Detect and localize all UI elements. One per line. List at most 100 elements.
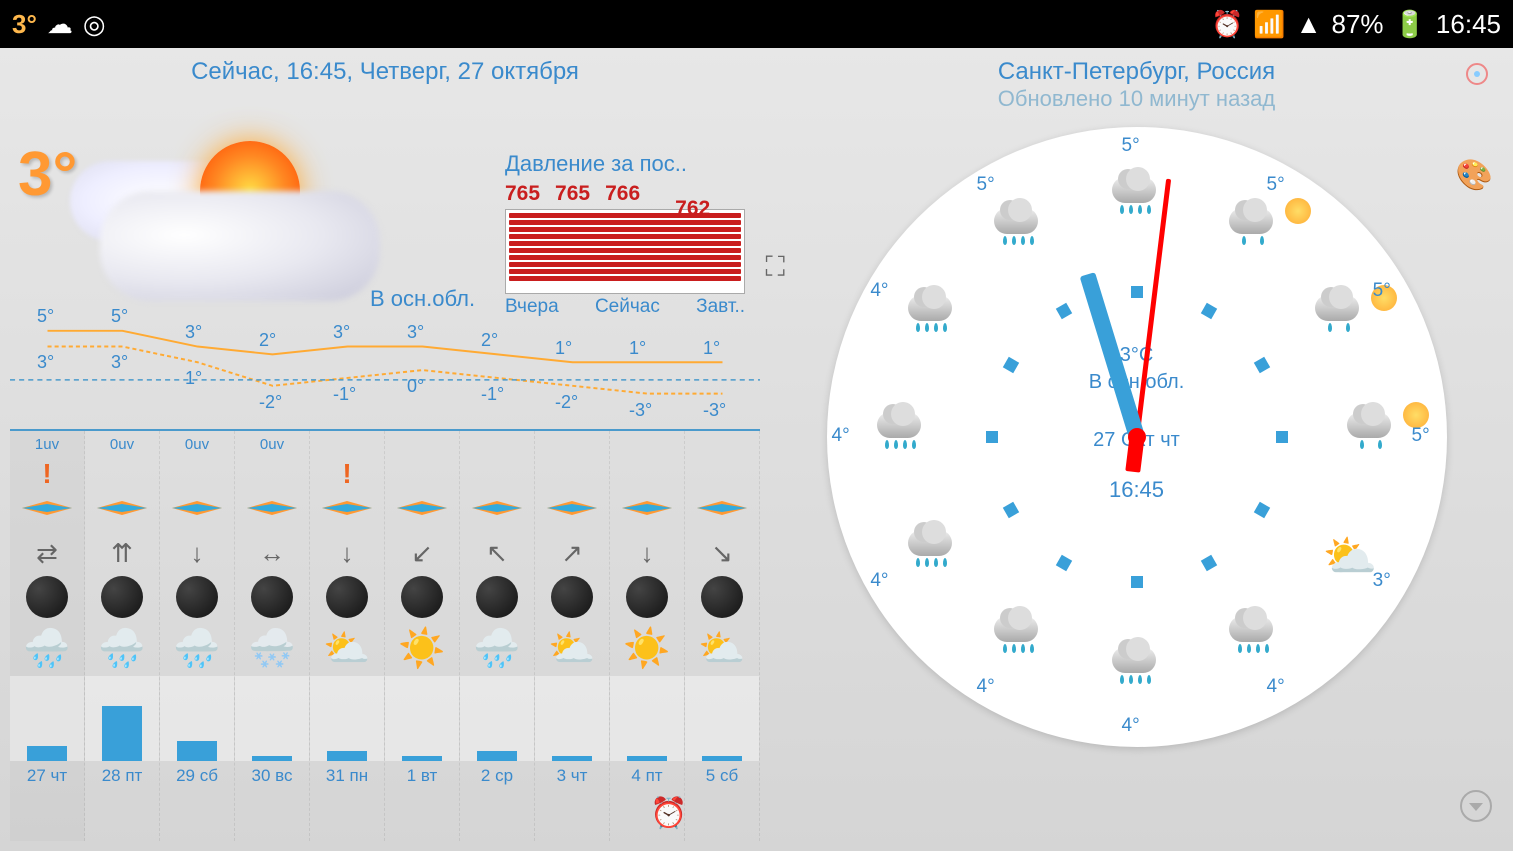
precip-bar bbox=[102, 706, 142, 761]
temp-high-label: 5° bbox=[37, 306, 54, 327]
uv-label: 0uv bbox=[185, 436, 209, 458]
wind-arrow-icon: ⇈ bbox=[111, 533, 133, 573]
current-weather-block: 3° В осн.обл. Давление за пос.. 765 765 … bbox=[10, 91, 760, 321]
moon-phase-icon bbox=[26, 576, 68, 618]
clock-hour-mark bbox=[1229, 616, 1299, 661]
weather-icon: ⛅ bbox=[323, 621, 370, 676]
clock-hour-temp: 5° bbox=[1267, 174, 1285, 196]
clock-hour-temp: 3° bbox=[1373, 570, 1391, 592]
hour-weather-icon bbox=[877, 412, 925, 457]
wind-direction-icon bbox=[545, 483, 599, 533]
clock-time: 16:45 bbox=[1089, 477, 1185, 503]
dropdown-icon[interactable] bbox=[1459, 789, 1493, 831]
hour-weather-icon bbox=[1315, 295, 1363, 340]
precip-bar-area bbox=[85, 676, 159, 761]
pressure-labels: Вчера Сейчас Завт.. bbox=[505, 296, 745, 318]
forecast-day-column[interactable]: ↙ ☀️ 1 вт bbox=[385, 431, 460, 841]
alarm-icon[interactable]: ⏰ bbox=[650, 796, 687, 831]
locate-icon[interactable] bbox=[1461, 58, 1493, 98]
forecast-day-column[interactable]: 1uv ! ⇄ 🌧️ 27 чт bbox=[10, 431, 85, 841]
wind-arrow-icon: ↘ bbox=[711, 533, 733, 573]
pressure-label: Сейчас bbox=[595, 296, 660, 318]
signal-icon: ▲ bbox=[1296, 9, 1322, 40]
clock-tick bbox=[1131, 576, 1143, 588]
day-label: 3 чт bbox=[557, 766, 588, 786]
forecast-day-column[interactable]: 0uv ↔ 🌨️ 30 вс bbox=[235, 431, 310, 841]
wind-direction-icon bbox=[95, 483, 149, 533]
clock-hour-temp: 5° bbox=[1412, 425, 1430, 447]
precip-bar bbox=[252, 756, 292, 761]
clock-hour-temp: 4° bbox=[977, 676, 995, 698]
clock-tick bbox=[1003, 501, 1019, 517]
moon-phase-icon bbox=[551, 576, 593, 618]
clock-hour-mark bbox=[908, 295, 978, 340]
forecast-day-column[interactable]: 0uv ↓ 🌧️ 29 сб bbox=[160, 431, 235, 841]
pressure-label: Завт.. bbox=[696, 296, 745, 318]
pressure-values: 765 765 766 762 bbox=[505, 182, 745, 206]
temp-high-label: 1° bbox=[555, 338, 572, 359]
forecast-day-column[interactable]: ↓ ☀️ 4 пт bbox=[610, 431, 685, 841]
alert-icon: ! bbox=[342, 458, 351, 483]
clock-tick bbox=[1131, 286, 1143, 298]
forecast-day-column[interactable]: ↗ ⛅ 3 чт bbox=[535, 431, 610, 841]
pressure-label: Вчера bbox=[505, 296, 559, 318]
weather-icon: 🌧️ bbox=[23, 621, 70, 676]
current-temp: 3° bbox=[18, 139, 77, 210]
clock-tick bbox=[1056, 303, 1072, 319]
moon-phase-icon bbox=[401, 576, 443, 618]
uv-label: 0uv bbox=[110, 436, 134, 458]
palette-icon[interactable]: 🎨 bbox=[1456, 158, 1493, 193]
clock-hour-temp: 4° bbox=[832, 425, 850, 447]
wind-arrow-icon: ↙ bbox=[411, 533, 433, 573]
temp-high-label: 1° bbox=[703, 338, 720, 359]
moon-phase-icon bbox=[251, 576, 293, 618]
clock-tick bbox=[1003, 356, 1019, 372]
clock-hour-mark bbox=[994, 208, 1064, 253]
wind-arrow-icon: ↖ bbox=[486, 533, 508, 573]
temp-high-label: 1° bbox=[629, 338, 646, 359]
precip-bar-area bbox=[160, 676, 234, 761]
precip-bar bbox=[552, 756, 592, 761]
temp-high-label: 3° bbox=[185, 322, 202, 343]
temp-low-label: -1° bbox=[333, 384, 356, 405]
clock-hour-temp: 5° bbox=[977, 174, 995, 196]
clock-face[interactable]: 3°C В осн.обл. 27 Окт чт 16:45 5°5°5°5°⛅… bbox=[827, 127, 1447, 747]
weather-icon: ☀️ bbox=[623, 621, 670, 676]
now-header: Сейчас, 16:45, Четверг, 27 октября bbox=[10, 58, 760, 86]
precip-bar-area bbox=[460, 676, 534, 761]
moon-phase-icon bbox=[476, 576, 518, 618]
forecast-day-column[interactable]: ↘ ⛅ 5 сб bbox=[685, 431, 760, 841]
temp-low-label: -1° bbox=[481, 384, 504, 405]
temp-low-label: -2° bbox=[555, 392, 578, 413]
temp-low-label: 3° bbox=[37, 352, 54, 373]
forecast-day-column[interactable]: ! ↓ ⛅ 31 пн bbox=[310, 431, 385, 841]
location[interactable]: Санкт-Петербург, Россия bbox=[770, 58, 1503, 86]
clock-hour-temp: 5° bbox=[1122, 135, 1140, 157]
forecast-day-column[interactable]: 0uv ⇈ 🌧️ 28 пт bbox=[85, 431, 160, 841]
day-label: 1 вт bbox=[407, 766, 438, 786]
weather-icon: 🌧️ bbox=[173, 621, 220, 676]
clock-hour-temp: 5° bbox=[1373, 280, 1391, 302]
precip-bar-area bbox=[685, 676, 759, 761]
wind-arrow-icon: ↓ bbox=[341, 533, 354, 573]
moon-phase-icon bbox=[701, 576, 743, 618]
weather-icon: 🌨️ bbox=[248, 621, 295, 676]
pressure-title: Давление за пос.. bbox=[505, 151, 745, 177]
clock-tick bbox=[986, 431, 998, 443]
wind-arrow-icon: ↔ bbox=[259, 533, 285, 573]
clock-hour-mark bbox=[877, 412, 947, 457]
hour-weather-icon bbox=[1347, 412, 1395, 457]
temp-low-label: 1° bbox=[185, 368, 202, 389]
battery-icon: 🔋 bbox=[1394, 9, 1426, 40]
alert-icon: ! bbox=[42, 458, 51, 483]
moon-phase-icon bbox=[101, 576, 143, 618]
temp-chart[interactable]: 5°3°5°3°3°1°2°-2°3°-1°3°0°2°-1°1°-2°1°-3… bbox=[10, 321, 760, 431]
precip-bar-area bbox=[10, 676, 84, 761]
pressure-block[interactable]: Давление за пос.. 765 765 766 762 Вчера … bbox=[505, 151, 745, 318]
day-label: 30 вс bbox=[252, 766, 293, 786]
condition-text: В осн.обл. bbox=[370, 286, 475, 312]
wind-direction-icon bbox=[245, 483, 299, 533]
forecast-day-column[interactable]: ↖ 🌧️ 2 ср bbox=[460, 431, 535, 841]
wind-arrow-icon: ⇄ bbox=[36, 533, 58, 573]
temp-high-label: 5° bbox=[111, 306, 128, 327]
